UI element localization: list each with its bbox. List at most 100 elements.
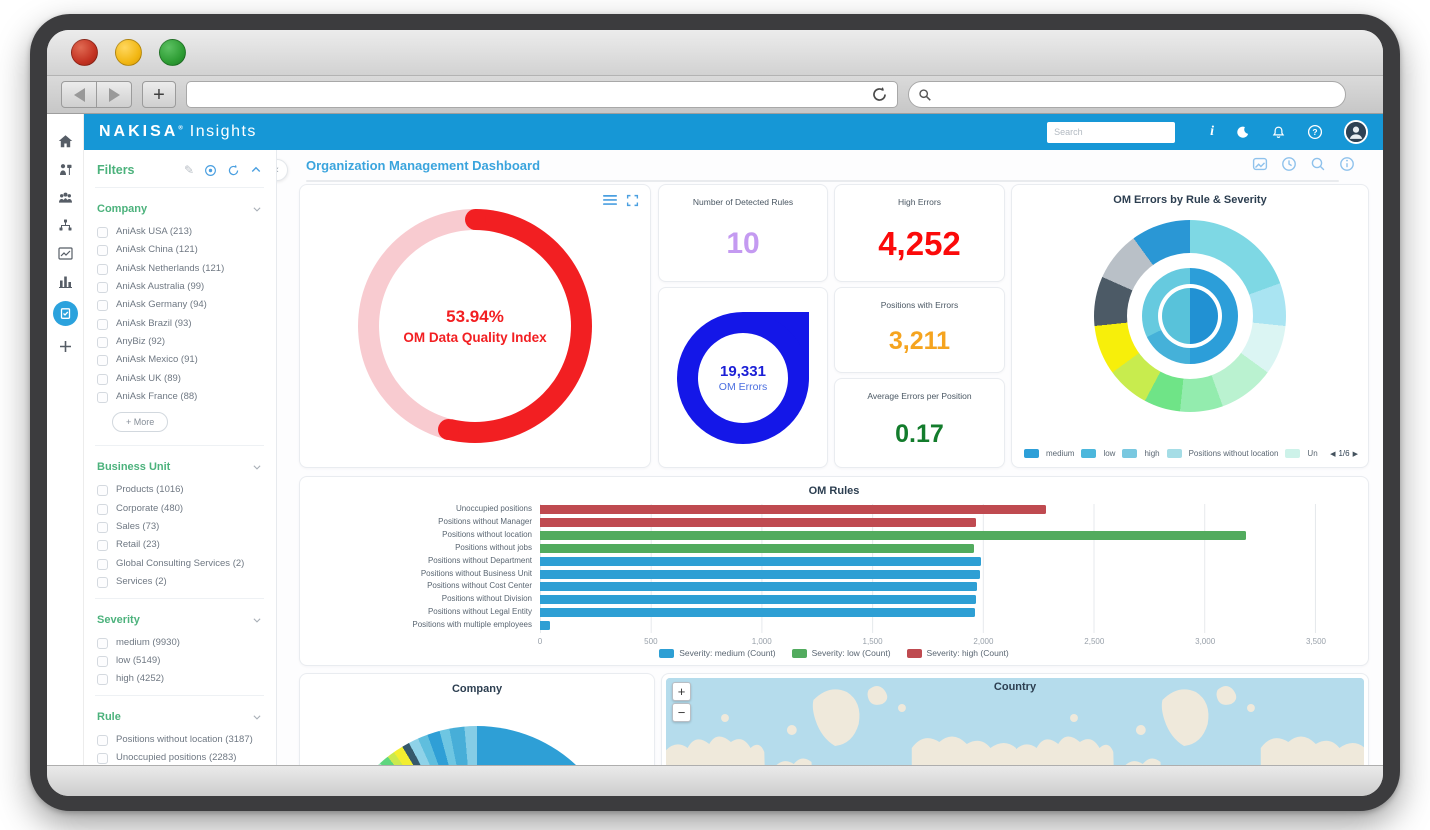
dark-mode-moon-icon[interactable] (1235, 125, 1250, 140)
checkbox[interactable] (97, 558, 108, 570)
checkbox[interactable] (97, 540, 108, 552)
checkbox[interactable] (97, 227, 108, 238)
checkbox[interactable] (97, 300, 108, 312)
filter-checkbox-item[interactable]: medium (9930) (97, 637, 262, 649)
sidebar-item-bar-chart[interactable] (47, 270, 84, 292)
forward-button[interactable] (96, 81, 132, 108)
sidebar-item-employee[interactable] (47, 158, 84, 180)
panel-collapse-button[interactable]: ‹ (277, 159, 288, 181)
legend-item[interactable]: Severity: medium (Count) (659, 648, 776, 658)
page-refresh-icon[interactable] (871, 86, 888, 103)
legend-swatch[interactable] (1024, 449, 1039, 458)
browser-search-field[interactable] (908, 81, 1346, 108)
sidebar-item-team[interactable] (47, 186, 84, 208)
filter-checkbox-item[interactable]: AniAsk Germany (94) (97, 299, 262, 312)
legend-item[interactable]: Severity: low (Count) (791, 648, 891, 658)
avatar[interactable] (1344, 120, 1368, 144)
info-circle-icon[interactable] (1339, 156, 1355, 172)
checkbox[interactable] (97, 752, 108, 764)
sunburst-chart[interactable] (1094, 220, 1286, 412)
filter-checkbox-item[interactable]: AniAsk UK (89) (97, 373, 262, 385)
checkbox[interactable] (97, 674, 108, 686)
url-bar[interactable] (186, 81, 898, 108)
bar-high[interactable] (540, 517, 976, 527)
map-zoom-in-button[interactable]: + (672, 682, 691, 701)
filter-checkbox-item[interactable]: Products (1016) (97, 484, 262, 497)
global-search-input[interactable] (1047, 121, 1176, 143)
legend-label[interactable]: high (1144, 449, 1160, 458)
legend-label[interactable]: Positions without location (1188, 449, 1279, 458)
sidebar-item-line-chart[interactable] (47, 242, 84, 264)
filter-checkbox-item[interactable]: AniAsk USA (213) (97, 226, 262, 238)
traffic-light-zoom[interactable] (159, 39, 186, 66)
checkbox[interactable] (97, 318, 108, 330)
bar-high[interactable] (540, 505, 1046, 514)
traffic-light-minimize[interactable] (115, 39, 142, 66)
checkbox[interactable] (97, 503, 108, 515)
notifications-bell-icon[interactable] (1271, 125, 1286, 140)
legend-label[interactable]: Un (1307, 449, 1318, 458)
legend-next-arrow[interactable]: ▶ (1352, 450, 1358, 458)
filter-checkbox-item[interactable]: Positions without location (3187) (97, 734, 262, 746)
collapse-chevron-up-icon[interactable] (250, 164, 262, 176)
filter-section-header[interactable]: Rule (97, 711, 262, 723)
company-pie-chart[interactable] (332, 726, 622, 765)
sidebar-item-org-chart[interactable] (47, 214, 84, 236)
zoom-search-icon[interactable] (1310, 156, 1326, 172)
filter-checkbox-item[interactable]: AniAsk China (121) (97, 244, 262, 257)
gauge-donut-chart[interactable]: 53.94% OM Data Quality Index (358, 209, 592, 443)
new-tab-button[interactable]: + (142, 81, 176, 108)
filter-checkbox-item[interactable]: Services (2) (97, 576, 262, 589)
checkbox[interactable] (97, 263, 108, 275)
bar-medium[interactable] (540, 582, 978, 592)
checkbox[interactable] (97, 337, 108, 349)
checkbox[interactable] (97, 373, 108, 385)
legend-swatch[interactable] (1285, 449, 1301, 458)
checkbox[interactable] (97, 734, 108, 746)
bar-medium[interactable] (540, 621, 550, 631)
filter-checkbox-item[interactable]: Sales (73) (97, 521, 262, 534)
browser-search-input[interactable] (938, 88, 1336, 101)
filter-checkbox-item[interactable]: AniAsk Australia (99) (97, 281, 262, 294)
filter-checkbox-item[interactable]: AniAsk Netherlands (121) (97, 263, 262, 275)
filter-checkbox-item[interactable]: Corporate (480) (97, 503, 262, 515)
url-input[interactable] (196, 88, 871, 101)
filter-checkbox-item[interactable]: AniAsk Mexico (91) (97, 354, 262, 367)
filter-section-header[interactable]: Severity (97, 614, 262, 626)
bar-medium[interactable] (540, 595, 977, 605)
world-map[interactable] (666, 678, 1364, 765)
help-icon[interactable]: ? (1307, 124, 1323, 140)
widget-image-icon[interactable] (1252, 156, 1268, 172)
filter-checkbox-item[interactable]: low (5149) (97, 655, 262, 667)
bar-medium[interactable] (540, 556, 981, 566)
checkbox[interactable] (97, 637, 108, 649)
sidebar-item-add[interactable] (47, 335, 84, 357)
history-clock-icon[interactable] (1281, 156, 1297, 172)
checkbox[interactable] (97, 655, 108, 667)
hamburger-menu-icon[interactable] (603, 194, 617, 207)
bar-low[interactable] (540, 543, 975, 553)
legend-swatch[interactable] (1122, 449, 1138, 458)
legend-item[interactable]: Severity: high (Count) (906, 648, 1009, 658)
legend-label[interactable]: low (1103, 449, 1116, 458)
sidebar-item-home[interactable] (47, 130, 84, 152)
info-icon[interactable]: i (1210, 124, 1214, 139)
back-button[interactable] (61, 81, 97, 108)
expand-icon[interactable] (626, 194, 639, 207)
refresh-icon[interactable] (227, 164, 240, 177)
om-errors-donut-chart[interactable]: 19,331 OM Errors (677, 311, 809, 444)
legend-prev-arrow[interactable]: ◀ (1330, 450, 1336, 458)
filter-checkbox-item[interactable]: AniAsk France (88) (97, 391, 262, 404)
more-button[interactable]: + More (112, 412, 169, 433)
checkbox[interactable] (97, 392, 108, 404)
filter-checkbox-item[interactable]: AnyBiz (92) (97, 336, 262, 349)
filter-section-header[interactable]: Company (97, 203, 262, 215)
global-search-field[interactable] (1047, 121, 1176, 143)
filter-checkbox-item[interactable]: Global Consulting Services (2) (97, 558, 262, 570)
sidebar-item-dashboard-active[interactable] (52, 301, 78, 326)
checkbox[interactable] (97, 355, 108, 367)
bar-low[interactable] (540, 530, 1246, 540)
filter-checkbox-item[interactable]: Unoccupied positions (2283) (97, 752, 262, 764)
filter-checkbox-item[interactable]: Retail (23) (97, 539, 262, 552)
checkbox[interactable] (97, 485, 108, 497)
